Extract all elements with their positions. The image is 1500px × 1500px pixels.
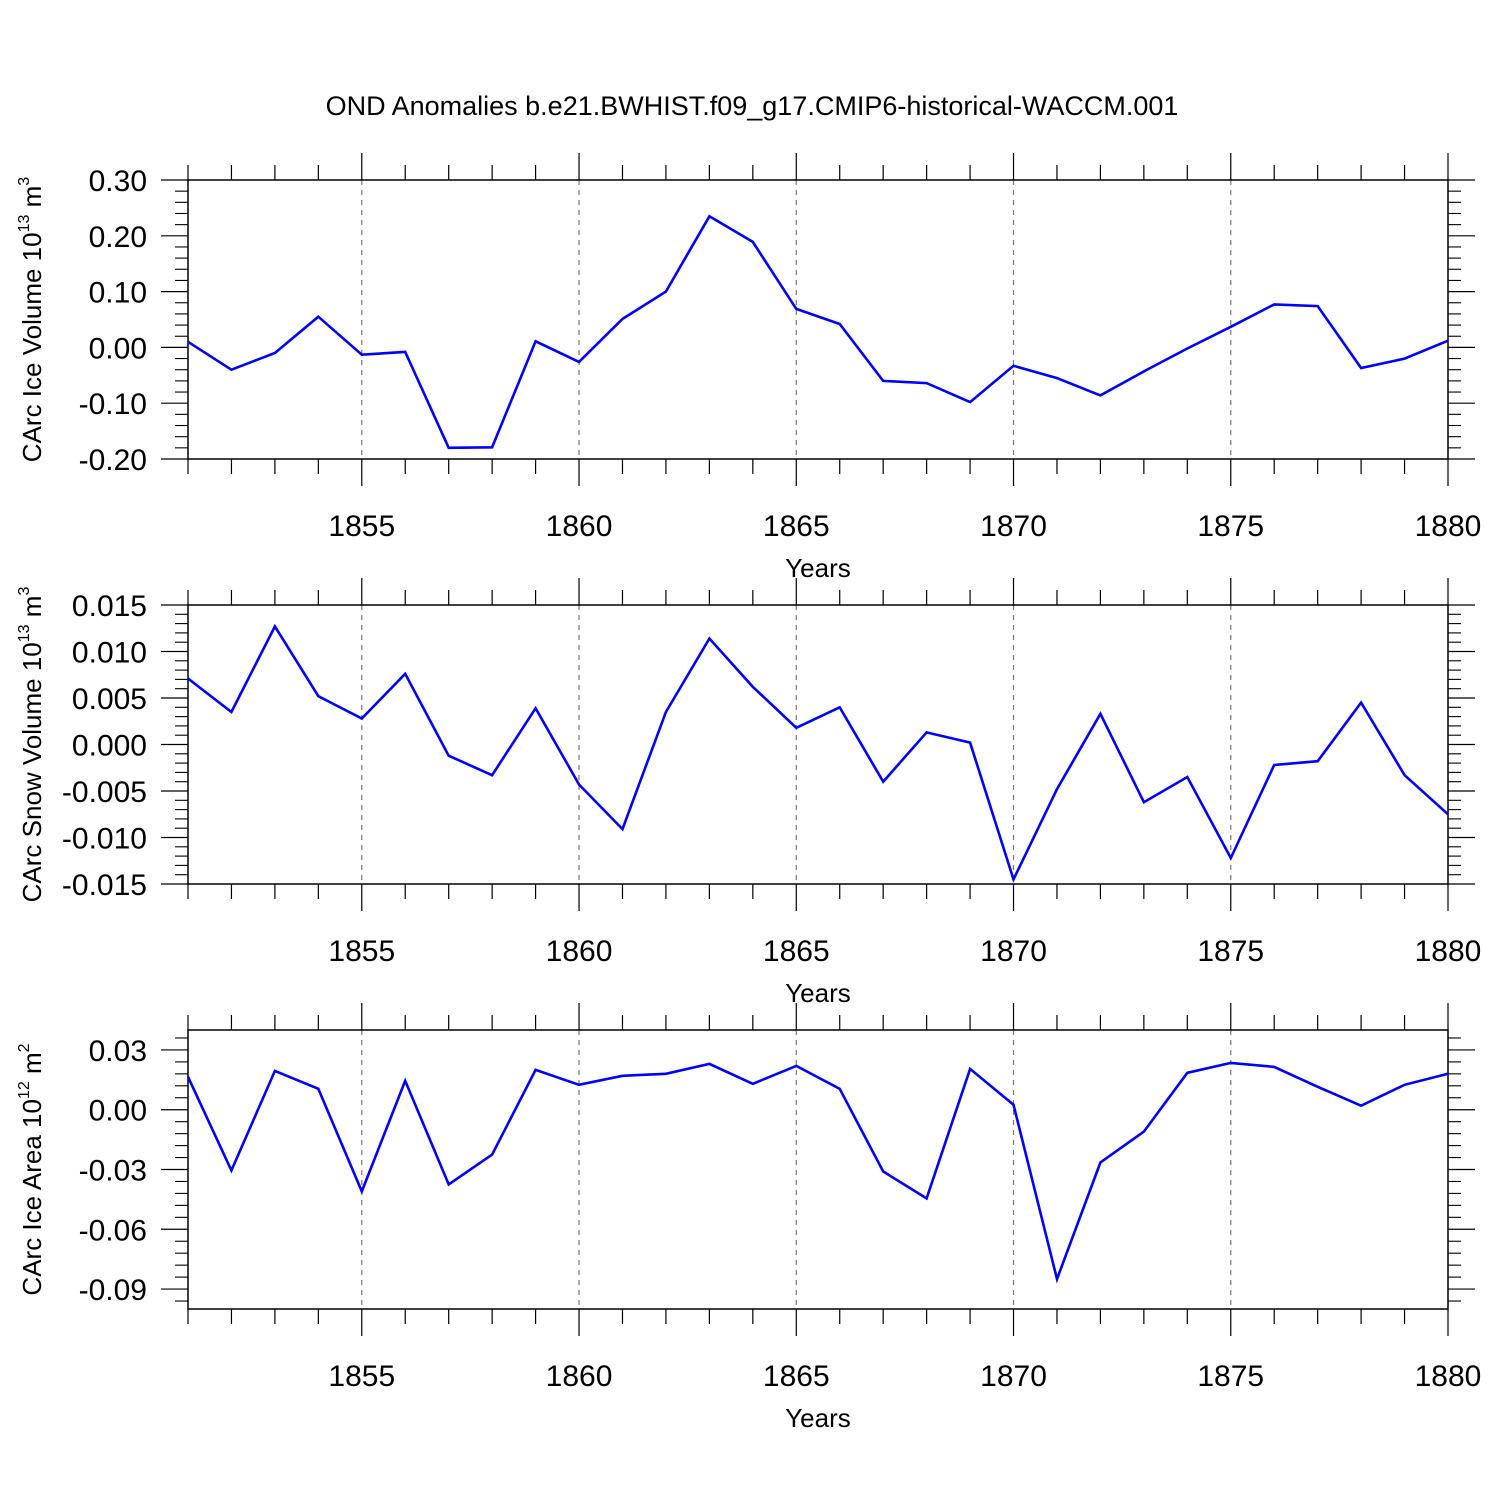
y-tick-label: -0.015 [62,869,147,902]
y-tick-label: -0.20 [79,444,147,477]
y-tick-label: 0.00 [89,332,147,365]
y-axis-title: CArc Ice Volume 1013 m3 [16,177,47,462]
y-tick-label: 0.000 [72,730,147,763]
y-tick-label: -0.06 [79,1214,147,1247]
panels: -0.20 -0.10 0.00 0.10 0.20 0.30 1855 1860 1865 18… [16,153,1481,1433]
y-axis-title-exponent: 13 [16,624,33,642]
y-axis-title-unit: m [17,596,47,625]
x-axis-title: Years [785,553,851,583]
plot-frame [187,179,1449,460]
x-tick-label: 1880 [1415,510,1482,543]
chart-panel-3: -0.09 -0.06 -0.03 0.00 0.03 1855 1860 1865 1870 1… [16,1003,1481,1433]
y-axis-title-unit-exponent: 3 [16,177,33,186]
x-tick-label: 1880 [1415,935,1482,968]
y-tick-label: -0.010 [62,823,147,856]
y-axis-title: CArc Ice Area 1012 m2 [16,1043,47,1295]
x-tick-label: 1865 [763,1360,830,1393]
x-tick-label: 1855 [328,1360,395,1393]
y-axis-title-exponent: 12 [16,1081,33,1099]
x-tick-label: 1870 [980,510,1047,543]
y-tick-label: 0.20 [89,221,147,254]
y-axis-title-prefix: CArc Ice Area 10 [17,1099,47,1296]
x-tick-label: 1880 [1415,1360,1482,1393]
x-tick-label: 1865 [763,510,830,543]
x-axis-title: Years [785,1403,851,1433]
y-tick-label: 0.00 [89,1095,147,1128]
y-axis-title-unit: m [17,186,47,215]
y-axis-title-prefix: CArc Ice Volume 10 [17,232,47,462]
figure-title: OND Anomalies b.e21.BWHIST.f09_g17.CMIP6… [326,91,1179,121]
plot-frame [187,604,1449,885]
y-axis-title: CArc Snow Volume 1013 m3 [16,587,47,903]
x-tick-label: 1855 [328,510,395,543]
x-tick-label: 1875 [1197,510,1264,543]
x-tick-label: 1875 [1197,935,1264,968]
plot-frame [187,1029,1449,1310]
y-tick-label: 0.10 [89,277,147,310]
x-axis-title: Years [785,978,851,1008]
y-tick-label: 0.015 [72,590,147,623]
y-tick-label: 0.005 [72,683,147,716]
y-tick-label: -0.10 [79,388,147,421]
chart-panel-2: -0.015 -0.010 -0.005 0.000 0.005 0.010 0.015 18… [16,578,1481,1008]
series-line [186,1061,1449,1284]
x-tick-label: 1865 [763,935,830,968]
y-tick-label: 0.03 [89,1035,147,1068]
y-tick-label: -0.09 [79,1274,147,1307]
y-axis-title-exponent: 13 [16,215,33,233]
x-tick-label: 1870 [980,1360,1047,1393]
y-tick-label: -0.03 [79,1155,147,1188]
y-axis-title-prefix: CArc Snow Volume 10 [17,642,47,902]
y-tick-label: 0.010 [72,637,147,670]
x-tick-label: 1860 [546,935,613,968]
y-tick-label: -0.005 [62,776,147,809]
y-tick-label: 0.30 [89,165,147,198]
y-axis-title-unit: m [17,1052,47,1081]
x-tick-label: 1875 [1197,1360,1264,1393]
series-line [187,214,1449,450]
chart-panel-1: -0.20 -0.10 0.00 0.10 0.20 0.30 1855 1860 1865 18… [16,153,1481,583]
x-tick-label: 1860 [546,510,613,543]
x-tick-label: 1855 [328,935,395,968]
y-axis-title-unit-exponent: 3 [16,587,33,596]
x-tick-label: 1870 [980,935,1047,968]
y-axis-title-unit-exponent: 2 [16,1043,33,1052]
x-tick-label: 1860 [546,1360,613,1393]
series-line [187,623,1449,883]
